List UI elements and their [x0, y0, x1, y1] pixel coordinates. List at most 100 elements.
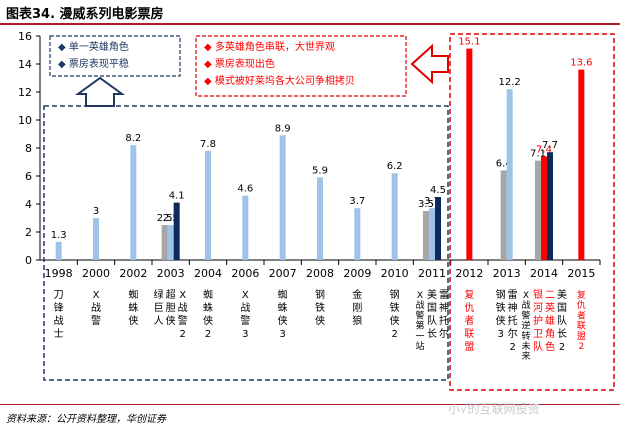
bar	[167, 225, 174, 260]
movie-title: 雷神托尔 2	[508, 289, 518, 353]
x-tick-label: 2009	[343, 267, 371, 280]
bottom-rule	[0, 404, 620, 405]
bar	[466, 48, 473, 260]
bar	[547, 152, 553, 260]
right-note: ◆ 模式被好莱坞各大公司争相拷贝	[204, 74, 355, 87]
movie-title: 复仇者联盟 2	[577, 289, 586, 352]
x-tick-label: 2008	[306, 267, 334, 280]
data-label: 15.1	[458, 37, 480, 48]
movie-title: 蜘蛛侠 3	[278, 288, 288, 340]
bar	[173, 202, 180, 260]
right-note-box	[195, 35, 407, 97]
data-label: 13.6	[570, 58, 592, 69]
data-label: 6.4	[496, 158, 512, 169]
title-rule	[0, 23, 620, 25]
data-label: 3	[93, 206, 99, 217]
movie-title: 美国队长 2	[557, 288, 567, 353]
x-tick-label: 2002	[119, 267, 147, 280]
bar	[242, 195, 249, 260]
x-tick-label: 2013	[493, 267, 521, 280]
data-label: 12.2	[499, 77, 521, 88]
data-label: 7.8	[200, 139, 216, 150]
left-note: ◆ 单一英雄角色	[58, 40, 129, 53]
x-tick-label: 2014	[530, 267, 558, 280]
y-tick-label: 12	[18, 86, 32, 99]
movie-title: 复仇者联盟	[464, 288, 474, 353]
movie-title: 钢铁侠 2	[390, 288, 400, 340]
data-label: 3.7	[349, 196, 365, 207]
up-arrow-icon	[74, 76, 126, 107]
right-period-box	[449, 33, 615, 391]
watermark: 小√的互联网投资	[448, 402, 540, 416]
x-tick-label: 2003	[157, 267, 185, 280]
bar	[55, 241, 62, 260]
right-note: ◆ 票房表现出色	[204, 57, 275, 70]
movie-title: 超胆侠	[166, 288, 176, 327]
movie-title: 绿巨人	[154, 288, 164, 327]
bar	[435, 197, 441, 260]
data-label: 3.5	[418, 199, 434, 210]
bar	[391, 173, 398, 260]
movie-title: X 战警 2	[178, 290, 188, 340]
y-tick-label: 6	[25, 170, 32, 183]
data-label: 6.2	[387, 161, 403, 172]
title-bar: 图表34. 漫威系列电影票房	[0, 0, 640, 26]
bar	[429, 208, 435, 260]
bar	[500, 170, 507, 260]
bar	[317, 177, 323, 260]
page-title: 图表34. 漫威系列电影票房	[6, 7, 164, 22]
movie-title: 钢铁侠	[315, 288, 325, 327]
data-label: 5.9	[312, 165, 328, 176]
y-tick-label: 10	[18, 114, 32, 127]
y-tick-label: 8	[25, 142, 32, 155]
source-note: 资料来源：公开资料整理，华创证券	[6, 414, 166, 425]
x-tick-label: 2000	[82, 267, 110, 280]
y-tick-label: 2	[25, 226, 32, 239]
x-tick-label: 2004	[194, 267, 222, 280]
movie-title: 刀锋战士	[54, 290, 64, 340]
data-label: 7.4	[536, 144, 552, 155]
x-tick-label: 1998	[45, 267, 73, 280]
bar	[130, 145, 137, 260]
movie-title: X 战警 3	[240, 290, 250, 340]
bar	[423, 211, 429, 260]
x-tick-label: 2010	[381, 267, 409, 280]
bar	[161, 225, 168, 260]
bar	[541, 156, 547, 260]
right-note: ◆ 多英雄角色串联，大世界观	[204, 40, 335, 53]
movie-title: 蜘蛛侠 2	[203, 288, 213, 340]
movie-title: 雷神托尔	[439, 289, 449, 340]
data-label: 7.1	[530, 149, 546, 160]
bar	[535, 160, 541, 260]
bar	[93, 218, 99, 260]
x-tick-label: 2006	[231, 267, 259, 280]
data-label: 2.5	[157, 213, 173, 224]
data-label: 2.5	[163, 213, 179, 224]
data-label: 4.6	[237, 184, 253, 195]
bar	[205, 150, 211, 260]
x-tick-label: 2015	[567, 267, 595, 280]
movie-title: 二英雄角色	[545, 290, 555, 353]
movie-title: 钢铁侠 3	[496, 288, 506, 340]
box-office-chart: 0 2 4 6 8 10 12 14 16 1998 2000 2002 2003 2004 2006 200…	[18, 30, 615, 391]
data-label: 1.3	[51, 230, 67, 241]
movie-title: 金刚狼	[352, 288, 362, 327]
left-note: ◆ 票房表现平稳	[58, 57, 129, 70]
movie-title: 银河护卫队	[533, 288, 543, 353]
y-tick-label: 4	[25, 198, 32, 211]
x-tick-label: 2007	[269, 267, 297, 280]
left-period-box	[43, 105, 449, 381]
left-note-box	[49, 35, 181, 77]
bar	[506, 89, 513, 260]
movie-title: 美国队长	[427, 288, 437, 340]
x-tick-label: 2011	[418, 267, 446, 280]
data-label: 8.2	[125, 133, 141, 144]
data-label: 3.7	[424, 196, 440, 207]
y-tick-label: 14	[18, 58, 32, 71]
data-label: 8.9	[275, 123, 291, 134]
movie-title: X 战警逆转未来	[521, 291, 530, 362]
bar	[578, 69, 585, 260]
data-label: 7.7	[542, 140, 558, 151]
movie-title: X 战警	[91, 290, 101, 327]
movie-title: X 战警第一站	[415, 291, 424, 352]
